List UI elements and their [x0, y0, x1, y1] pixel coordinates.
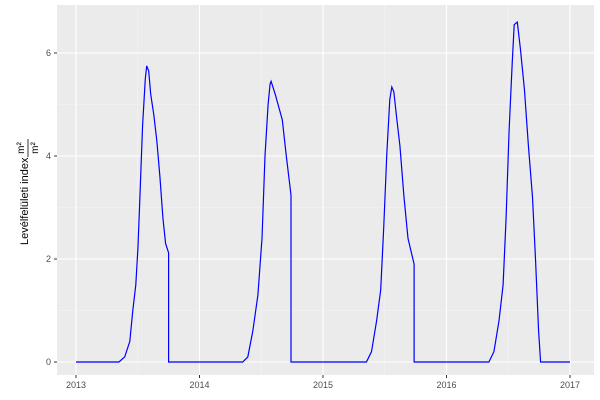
x-tick-label: 2017 [560, 380, 580, 390]
y-tick-label: 0 [46, 357, 51, 367]
series-line [76, 20, 570, 363]
unit-numerator: m² [16, 142, 27, 154]
y-axis-label: Levélfelületi index [19, 157, 31, 245]
x-tick-label: 2016 [436, 380, 456, 390]
unit-denominator: m² [30, 142, 41, 154]
y-tick-label: 6 [46, 48, 51, 58]
grid [57, 5, 594, 375]
x-tick-label: 2014 [189, 380, 209, 390]
axes: 2013 2014 2015 2016 2017 0 2 4 6 [46, 48, 580, 390]
x-tick-label: 2015 [313, 380, 333, 390]
y-tick-label: 4 [46, 151, 51, 161]
y-tick-label: 2 [46, 254, 51, 264]
x-tick-label: 2013 [66, 380, 86, 390]
y-axis-unit: m² m² [16, 139, 41, 157]
